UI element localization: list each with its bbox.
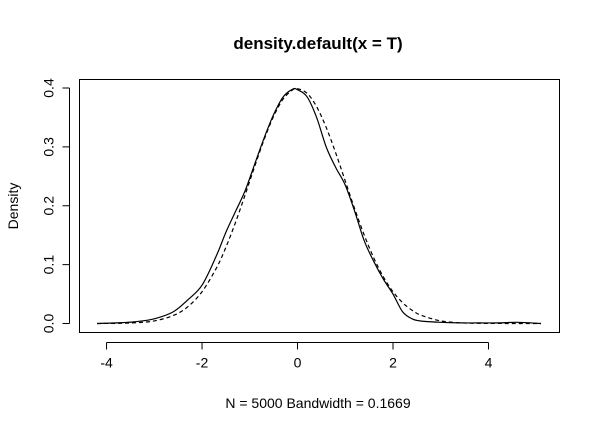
x-axis-label: N = 5000 Bandwidth = 0.1669 — [225, 395, 410, 411]
x-tick-label: 0 — [294, 355, 302, 371]
y-tick-label: 0.0 — [41, 314, 57, 334]
dashed-density-line — [96, 87, 542, 325]
y-tick-label: 0.3 — [41, 137, 57, 157]
x-axis: -4 -2 0 2 4 — [100, 342, 493, 371]
solid-density-line — [96, 87, 542, 325]
x-tick-label: -4 — [100, 355, 113, 371]
x-tick-label: -2 — [196, 355, 209, 371]
plot-box — [79, 79, 560, 333]
x-tick-label: 2 — [389, 355, 397, 371]
chart-title: density.default(x = T) — [233, 34, 402, 53]
y-tick-label: 0.1 — [41, 255, 57, 275]
y-axis-label: Density — [5, 183, 21, 230]
x-tick-label: 4 — [485, 355, 493, 371]
y-axis: 0.0 0.1 0.2 0.3 0.4 — [41, 78, 70, 333]
series-layer — [96, 87, 542, 325]
y-tick-label: 0.2 — [41, 196, 57, 216]
y-tick-label: 0.4 — [41, 78, 57, 98]
